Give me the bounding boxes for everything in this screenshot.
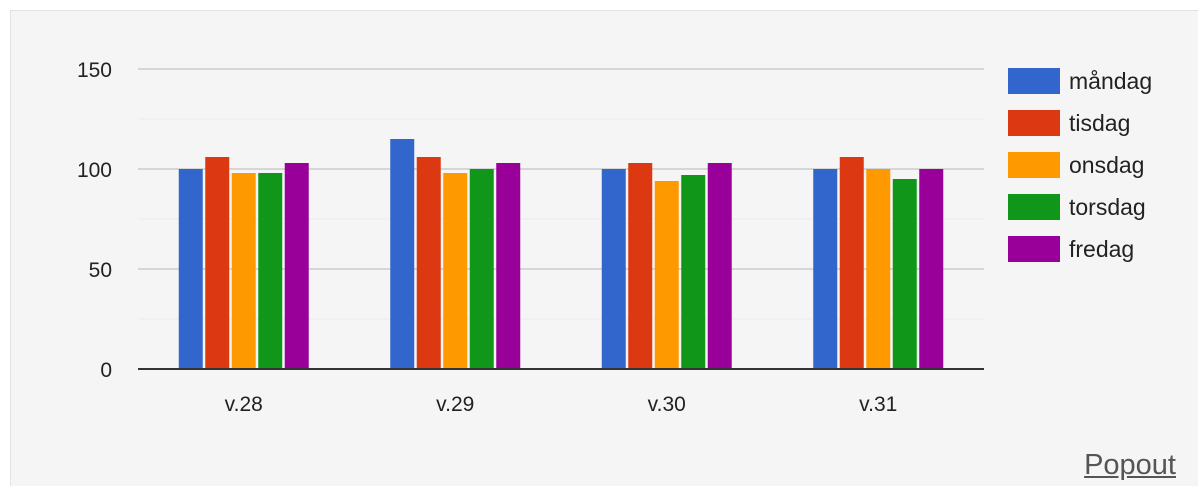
bar-tisdag-v.29	[416, 157, 441, 369]
bar-måndag-v.29	[390, 139, 415, 369]
x-tick-label: v.29	[436, 393, 474, 416]
legend-swatch-fredag	[1008, 236, 1060, 262]
bar-måndag-v.30	[601, 169, 626, 369]
popout-link[interactable]: Popout	[1084, 449, 1176, 481]
bar-onsdag-v.28	[231, 173, 256, 369]
legend-label: onsdag	[1069, 152, 1144, 178]
x-tick-label: v.30	[648, 393, 686, 416]
bar-måndag-v.31	[813, 169, 838, 369]
bar-tisdag-v.28	[205, 157, 230, 369]
x-tick-label: v.31	[859, 393, 897, 416]
legend-label: fredag	[1069, 236, 1134, 262]
y-tick-label: 150	[77, 59, 112, 82]
bar-torsdag-v.29	[469, 169, 494, 369]
legend-swatch-måndag	[1008, 68, 1060, 94]
bar-tisdag-v.31	[839, 157, 864, 369]
bar-fredag-v.30	[707, 163, 732, 369]
y-tick-label: 0	[100, 359, 112, 382]
y-tick-label: 100	[77, 159, 112, 182]
y-tick-label: 50	[89, 259, 112, 282]
bar-fredag-v.31	[919, 169, 944, 369]
bar-fredag-v.29	[496, 163, 521, 369]
legend-swatch-torsdag	[1008, 194, 1060, 220]
bar-måndag-v.28	[178, 169, 203, 369]
legend-swatch-tisdag	[1008, 110, 1060, 136]
bar-onsdag-v.29	[443, 173, 468, 369]
bar-fredag-v.28	[284, 163, 309, 369]
legend-label: tisdag	[1069, 110, 1130, 136]
legend-swatch-onsdag	[1008, 152, 1060, 178]
bar-torsdag-v.30	[681, 175, 706, 369]
bar-torsdag-v.28	[258, 173, 283, 369]
legend-label: måndag	[1069, 68, 1152, 94]
bar-tisdag-v.30	[628, 163, 653, 369]
x-tick-label: v.28	[225, 393, 263, 416]
bar-onsdag-v.30	[654, 181, 679, 369]
legend-label: torsdag	[1069, 194, 1146, 220]
bar-onsdag-v.31	[866, 169, 891, 369]
bar-torsdag-v.31	[892, 179, 917, 369]
